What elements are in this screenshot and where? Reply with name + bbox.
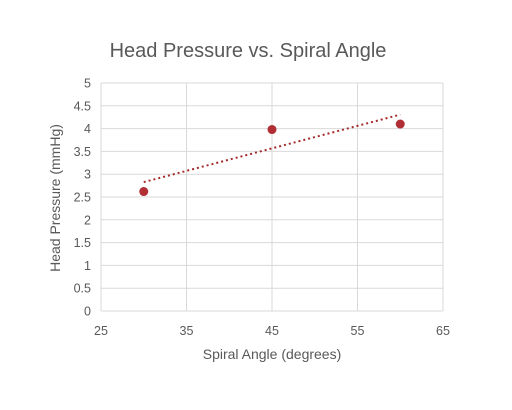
- y-axis-title: Head Pressure (mmHg): [47, 124, 63, 272]
- y-tick-label: 4: [84, 122, 91, 136]
- data-point: [139, 187, 149, 197]
- data-point: [267, 125, 277, 135]
- x-axis-ticks: 25 35 45 55 65: [94, 324, 450, 338]
- y-tick-label: 5: [84, 77, 91, 91]
- y-tick-label: 1.5: [74, 236, 91, 250]
- gridlines: [100, 82, 444, 312]
- data-points: [139, 119, 405, 197]
- x-axis-title: Spiral Angle (degrees): [203, 346, 342, 362]
- x-tick-label: 35: [180, 324, 194, 338]
- x-tick-label: 25: [94, 324, 108, 338]
- y-tick-label: 3.5: [74, 145, 91, 159]
- x-tick-label: 65: [436, 324, 450, 338]
- y-tick-label: 0.5: [74, 282, 91, 296]
- y-tick-label: 4.5: [74, 99, 91, 113]
- y-axis-ticks: 0 0.5 1 1.5 2 2.5 3 3.5 4 4.5 5: [74, 77, 91, 319]
- y-tick-label: 0: [84, 305, 91, 319]
- y-tick-label: 3: [84, 168, 91, 182]
- x-tick-label: 45: [265, 324, 279, 338]
- linear-trendline: [143, 113, 401, 184]
- y-tick-label: 2: [84, 213, 91, 227]
- y-tick-label: 2.5: [74, 191, 91, 205]
- trendline-layer: [143, 113, 401, 184]
- x-tick-label: 55: [351, 324, 365, 338]
- data-point: [395, 119, 405, 129]
- y-tick-label: 1: [84, 259, 91, 273]
- chart-title: Head Pressure vs. Spiral Angle: [110, 40, 387, 62]
